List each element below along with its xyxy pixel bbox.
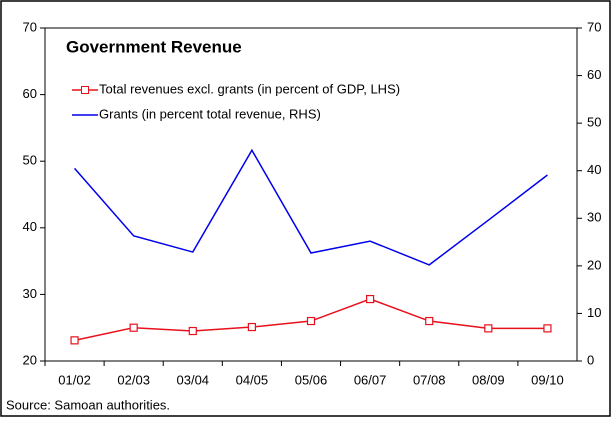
y-tick-label: 70 [23,19,37,34]
y2-tick-label: 60 [587,67,601,82]
y-tick-label: 40 [23,219,37,234]
y2-tick-label: 0 [587,352,594,367]
legend-label: Grants (in percent total revenue, RHS) [99,106,321,121]
x-tick-label: 04/05 [236,372,269,387]
y-tick-label: 60 [23,86,37,101]
data-point [543,324,552,333]
x-tick-label: 05/06 [295,372,328,387]
y2-tick-label: 40 [587,162,601,177]
data-point [247,322,256,332]
y2-tick-label: 30 [587,210,601,225]
data-point [425,316,434,326]
x-tick-label: 03/04 [177,372,210,387]
data-point [484,324,493,333]
series-line [73,148,548,266]
data-point [188,326,197,336]
y2-tick-label: 20 [587,257,601,272]
y-tick-label: 50 [23,153,37,168]
source-note: Source: Samoan authorities. [6,397,170,412]
data-point [306,316,316,326]
y-tick-label: 30 [23,286,37,301]
y2-tick-label: 50 [587,115,601,130]
y2-tick-label: 70 [587,19,601,34]
plot-area [44,27,578,362]
x-tick-label: 07/08 [413,372,446,387]
x-tick-label: 08/09 [472,372,505,387]
data-point [366,294,375,304]
data-point [70,336,79,345]
x-tick-label: 02/03 [117,372,150,387]
legend-marker [81,86,89,94]
chart-title: Government Revenue [66,37,242,56]
legend-label: Total revenues excl. grants (in percent … [99,81,400,96]
data-point [129,323,138,332]
x-tick-label: 01/02 [58,372,91,387]
y-tick-label: 20 [23,352,37,367]
x-tick-label: 09/10 [531,372,564,387]
x-tick-label: 06/07 [354,372,387,387]
y2-tick-label: 10 [587,305,601,320]
